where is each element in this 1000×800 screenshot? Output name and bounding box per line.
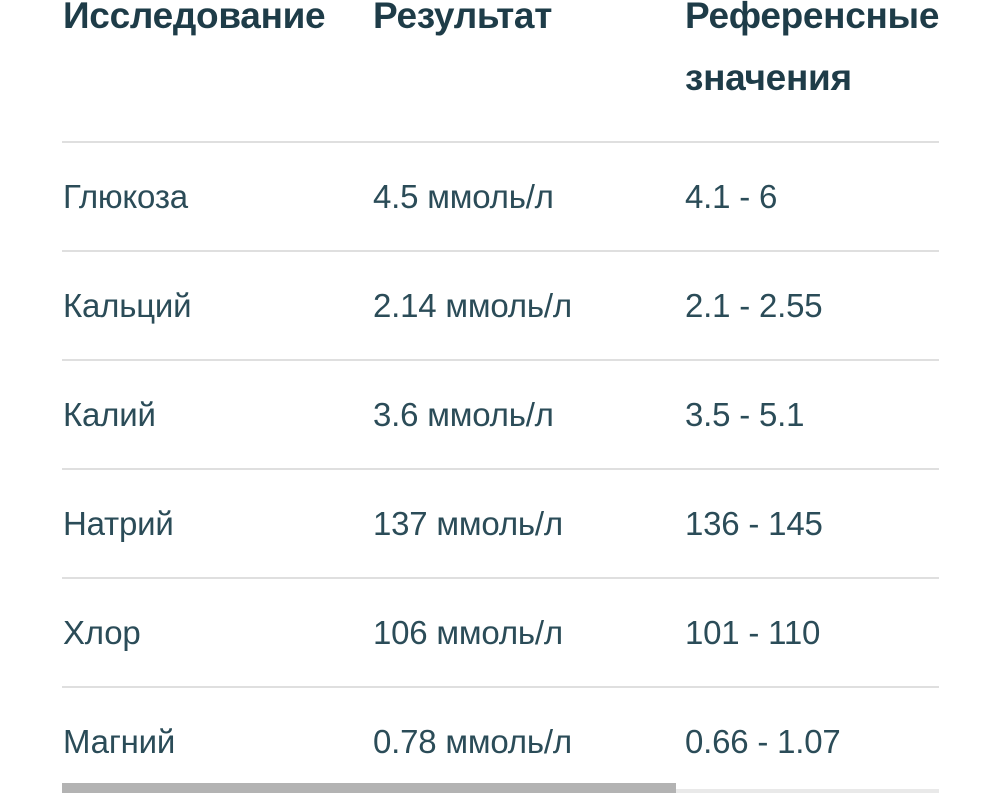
table-row: Магний 0.78 ммоль/л 0.66 - 1.07 (62, 686, 939, 795)
table-row: Хлор 106 ммоль/л 101 - 110 (62, 577, 939, 686)
reference-cell: 0.66 - 1.07 (685, 722, 841, 760)
column-header-reference: Референсные значения (685, 0, 940, 98)
table-row: Калий 3.6 ммоль/л 3.5 - 5.1 (62, 359, 939, 468)
column-header-study: Исследование (63, 0, 326, 36)
result-cell: 106 ммоль/л (373, 613, 563, 651)
horizontal-scrollbar-thumb[interactable] (62, 783, 676, 793)
test-name-cell: Хлор (63, 613, 141, 651)
test-name-cell: Калий (63, 395, 156, 433)
test-name-cell: Магний (63, 722, 176, 760)
table-header-row: Исследование Результат Референсные значе… (63, 0, 961, 109)
result-cell: 4.5 ммоль/л (373, 177, 554, 215)
reference-cell: 4.1 - 6 (685, 177, 778, 215)
reference-cell: 101 - 110 (685, 613, 821, 651)
test-name-cell: Натрий (63, 504, 174, 542)
test-name-cell: Кальций (63, 286, 192, 324)
column-header-result: Результат (373, 0, 553, 36)
table-row: Глюкоза 4.5 ммоль/л 4.1 - 6 (62, 141, 939, 250)
result-cell: 137 ммоль/л (373, 504, 563, 542)
result-cell: 2.14 ммоль/л (373, 286, 572, 324)
result-cell: 0.78 ммоль/л (373, 722, 572, 760)
reference-cell: 136 - 145 (685, 504, 823, 542)
reference-cell: 3.5 - 5.1 (685, 395, 805, 433)
table-row: Кальций 2.14 ммоль/л 2.1 - 2.55 (62, 250, 939, 359)
table-row: Натрий 137 ммоль/л 136 - 145 (62, 468, 939, 577)
reference-cell: 2.1 - 2.55 (685, 286, 823, 324)
test-name-cell: Глюкоза (63, 177, 188, 215)
result-cell: 3.6 ммоль/л (373, 395, 554, 433)
table-body: Глюкоза 4.5 ммоль/л 4.1 - 6 Кальций 2.14… (62, 141, 939, 795)
